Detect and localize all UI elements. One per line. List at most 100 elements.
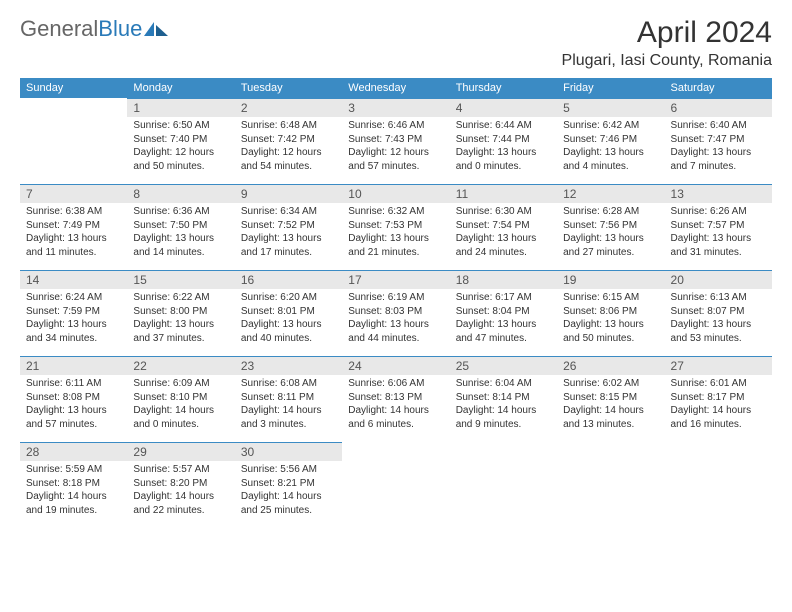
day-cell [557,442,664,528]
day-cell: 3Sunrise: 6:46 AMSunset: 7:43 PMDaylight… [342,98,449,184]
day-number: 6 [665,99,772,117]
location-text: Plugari, Iasi County, Romania [20,52,772,70]
brand-part2: Blue [98,16,142,42]
weekday-header: Monday [127,78,234,98]
day-content: Sunrise: 6:04 AMSunset: 8:14 PMDaylight:… [450,375,557,437]
day-number: 2 [235,99,342,117]
day-number: 28 [20,443,127,461]
day-content: Sunrise: 6:08 AMSunset: 8:11 PMDaylight:… [235,375,342,437]
day-content: Sunrise: 6:17 AMSunset: 8:04 PMDaylight:… [450,289,557,351]
day-number: 15 [127,271,234,289]
day-content: Sunrise: 6:28 AMSunset: 7:56 PMDaylight:… [557,203,664,265]
day-number: 13 [665,185,772,203]
day-content: Sunrise: 6:42 AMSunset: 7:46 PMDaylight:… [557,117,664,179]
day-content: Sunrise: 6:01 AMSunset: 8:17 PMDaylight:… [665,375,772,437]
day-cell: 14Sunrise: 6:24 AMSunset: 7:59 PMDayligh… [20,270,127,356]
day-content: Sunrise: 6:24 AMSunset: 7:59 PMDaylight:… [20,289,127,351]
day-number: 8 [127,185,234,203]
day-number: 17 [342,271,449,289]
day-number: 22 [127,357,234,375]
day-cell: 27Sunrise: 6:01 AMSunset: 8:17 PMDayligh… [665,356,772,442]
weekday-header: Tuesday [235,78,342,98]
day-cell: 23Sunrise: 6:08 AMSunset: 8:11 PMDayligh… [235,356,342,442]
day-content: Sunrise: 5:57 AMSunset: 8:20 PMDaylight:… [127,461,234,523]
day-cell: 1Sunrise: 6:50 AMSunset: 7:40 PMDaylight… [127,98,234,184]
weekday-header: Thursday [450,78,557,98]
day-content: Sunrise: 6:44 AMSunset: 7:44 PMDaylight:… [450,117,557,179]
day-number: 18 [450,271,557,289]
day-cell: 12Sunrise: 6:28 AMSunset: 7:56 PMDayligh… [557,184,664,270]
day-number: 19 [557,271,664,289]
day-content: Sunrise: 6:48 AMSunset: 7:42 PMDaylight:… [235,117,342,179]
weekday-header: Saturday [665,78,772,98]
day-cell: 25Sunrise: 6:04 AMSunset: 8:14 PMDayligh… [450,356,557,442]
day-number: 9 [235,185,342,203]
day-number: 29 [127,443,234,461]
day-cell: 20Sunrise: 6:13 AMSunset: 8:07 PMDayligh… [665,270,772,356]
weekday-header: Friday [557,78,664,98]
day-number: 11 [450,185,557,203]
day-number: 14 [20,271,127,289]
day-number: 1 [127,99,234,117]
day-content: Sunrise: 6:46 AMSunset: 7:43 PMDaylight:… [342,117,449,179]
day-content: Sunrise: 6:19 AMSunset: 8:03 PMDaylight:… [342,289,449,351]
day-number: 5 [557,99,664,117]
day-content: Sunrise: 6:26 AMSunset: 7:57 PMDaylight:… [665,203,772,265]
day-cell: 17Sunrise: 6:19 AMSunset: 8:03 PMDayligh… [342,270,449,356]
day-cell: 13Sunrise: 6:26 AMSunset: 7:57 PMDayligh… [665,184,772,270]
day-number: 20 [665,271,772,289]
day-cell: 15Sunrise: 6:22 AMSunset: 8:00 PMDayligh… [127,270,234,356]
day-content: Sunrise: 6:06 AMSunset: 8:13 PMDaylight:… [342,375,449,437]
day-number: 23 [235,357,342,375]
day-number: 7 [20,185,127,203]
day-number: 21 [20,357,127,375]
day-content: Sunrise: 6:32 AMSunset: 7:53 PMDaylight:… [342,203,449,265]
day-number: 4 [450,99,557,117]
day-cell: 18Sunrise: 6:17 AMSunset: 8:04 PMDayligh… [450,270,557,356]
day-cell: 2Sunrise: 6:48 AMSunset: 7:42 PMDaylight… [235,98,342,184]
day-cell: 16Sunrise: 6:20 AMSunset: 8:01 PMDayligh… [235,270,342,356]
day-cell: 26Sunrise: 6:02 AMSunset: 8:15 PMDayligh… [557,356,664,442]
day-cell: 9Sunrise: 6:34 AMSunset: 7:52 PMDaylight… [235,184,342,270]
day-cell: 28Sunrise: 5:59 AMSunset: 8:18 PMDayligh… [20,442,127,528]
day-content: Sunrise: 5:59 AMSunset: 8:18 PMDaylight:… [20,461,127,523]
weekday-header: Wednesday [342,78,449,98]
sail-icon [144,22,168,36]
day-cell [20,98,127,184]
day-cell: 22Sunrise: 6:09 AMSunset: 8:10 PMDayligh… [127,356,234,442]
day-number: 16 [235,271,342,289]
day-content: Sunrise: 6:36 AMSunset: 7:50 PMDaylight:… [127,203,234,265]
day-cell: 24Sunrise: 6:06 AMSunset: 8:13 PMDayligh… [342,356,449,442]
day-content: Sunrise: 6:20 AMSunset: 8:01 PMDaylight:… [235,289,342,351]
day-content: Sunrise: 6:13 AMSunset: 8:07 PMDaylight:… [665,289,772,351]
day-number: 3 [342,99,449,117]
brand-part1: General [20,16,98,42]
day-number: 27 [665,357,772,375]
brand-logo: GeneralBlue [20,16,168,42]
month-title: April 2024 [637,16,772,50]
day-number: 30 [235,443,342,461]
day-number: 25 [450,357,557,375]
day-cell [342,442,449,528]
day-cell: 10Sunrise: 6:32 AMSunset: 7:53 PMDayligh… [342,184,449,270]
day-number: 10 [342,185,449,203]
day-content: Sunrise: 6:34 AMSunset: 7:52 PMDaylight:… [235,203,342,265]
day-cell [450,442,557,528]
day-content: Sunrise: 5:56 AMSunset: 8:21 PMDaylight:… [235,461,342,523]
day-cell: 19Sunrise: 6:15 AMSunset: 8:06 PMDayligh… [557,270,664,356]
day-cell: 6Sunrise: 6:40 AMSunset: 7:47 PMDaylight… [665,98,772,184]
day-cell: 21Sunrise: 6:11 AMSunset: 8:08 PMDayligh… [20,356,127,442]
day-cell: 7Sunrise: 6:38 AMSunset: 7:49 PMDaylight… [20,184,127,270]
day-content: Sunrise: 6:15 AMSunset: 8:06 PMDaylight:… [557,289,664,351]
day-number: 12 [557,185,664,203]
day-number: 26 [557,357,664,375]
day-cell: 29Sunrise: 5:57 AMSunset: 8:20 PMDayligh… [127,442,234,528]
day-cell: 4Sunrise: 6:44 AMSunset: 7:44 PMDaylight… [450,98,557,184]
weekday-header: Sunday [20,78,127,98]
day-cell: 8Sunrise: 6:36 AMSunset: 7:50 PMDaylight… [127,184,234,270]
day-cell: 30Sunrise: 5:56 AMSunset: 8:21 PMDayligh… [235,442,342,528]
day-content: Sunrise: 6:38 AMSunset: 7:49 PMDaylight:… [20,203,127,265]
day-number: 24 [342,357,449,375]
day-cell: 11Sunrise: 6:30 AMSunset: 7:54 PMDayligh… [450,184,557,270]
day-content: Sunrise: 6:09 AMSunset: 8:10 PMDaylight:… [127,375,234,437]
